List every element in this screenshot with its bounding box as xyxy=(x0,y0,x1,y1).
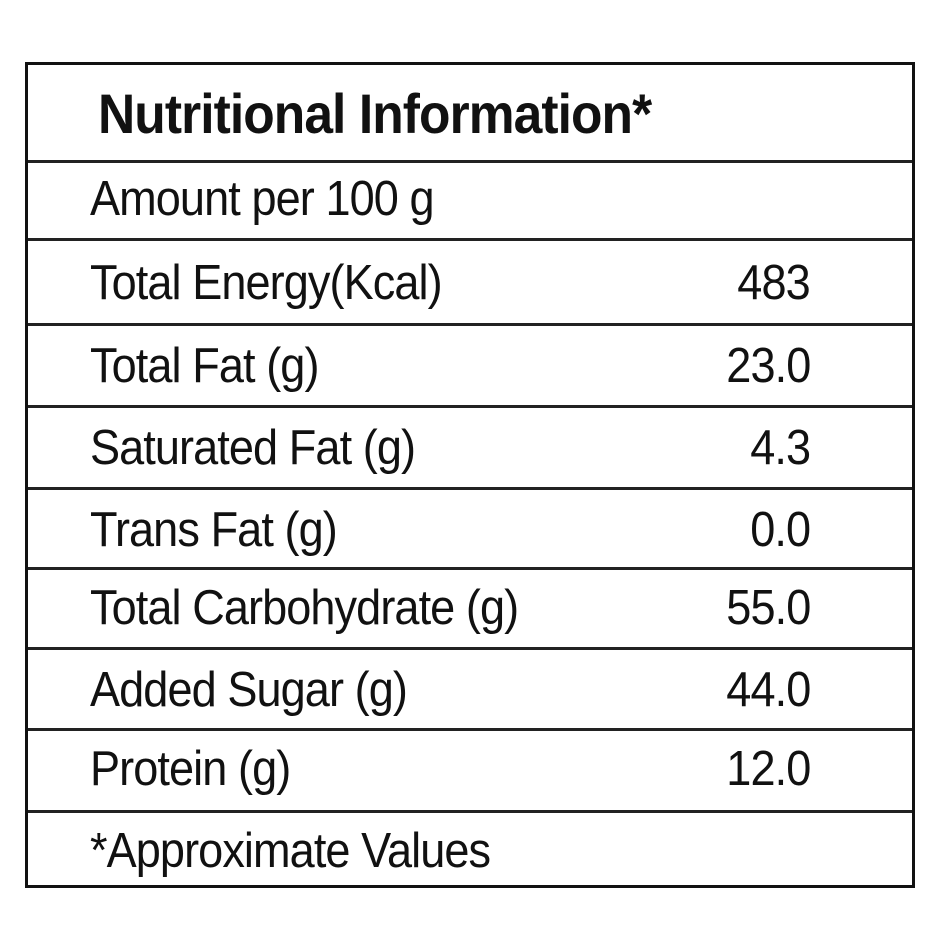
title-row: Nutritional Information* xyxy=(28,65,912,163)
footnote: *Approximate Values xyxy=(90,824,491,878)
serving-label: Amount per 100 g xyxy=(90,172,435,226)
nutrient-value: 12.0 xyxy=(725,742,811,796)
serving-row: Amount per 100 g xyxy=(28,163,912,241)
table-row: Total Energy(Kcal) 483 xyxy=(28,241,912,326)
table-row: Saturated Fat (g) 4.3 xyxy=(28,408,912,490)
nutrient-label: Total Fat (g) xyxy=(90,339,319,393)
nutrient-label: Protein (g) xyxy=(90,742,291,796)
nutrient-value: 0.0 xyxy=(750,503,811,557)
nutrient-label: Total Energy(Kcal) xyxy=(90,256,443,310)
nutrient-label: Trans Fat (g) xyxy=(90,503,338,557)
table-row: Added Sugar (g) 44.0 xyxy=(28,650,912,731)
nutrient-value: 55.0 xyxy=(725,581,811,635)
nutrient-value: 4.3 xyxy=(750,421,811,475)
nutrient-label: Total Carbohydrate (g) xyxy=(90,581,519,635)
nutrient-label: Added Sugar (g) xyxy=(90,663,408,717)
nutrition-table: Nutritional Information* Amount per 100 … xyxy=(25,62,915,888)
nutrient-value: 23.0 xyxy=(725,339,811,393)
table-row: Total Carbohydrate (g) 55.0 xyxy=(28,570,912,650)
table-title: Nutritional Information* xyxy=(98,82,652,145)
table-row: Trans Fat (g) 0.0 xyxy=(28,490,912,570)
footnote-row: *Approximate Values xyxy=(28,813,912,891)
nutrient-value: 44.0 xyxy=(725,663,811,717)
table-row: Protein (g) 12.0 xyxy=(28,731,912,813)
nutrient-label: Saturated Fat (g) xyxy=(90,421,416,475)
table-row: Total Fat (g) 23.0 xyxy=(28,326,912,408)
nutrient-value: 483 xyxy=(737,256,811,310)
